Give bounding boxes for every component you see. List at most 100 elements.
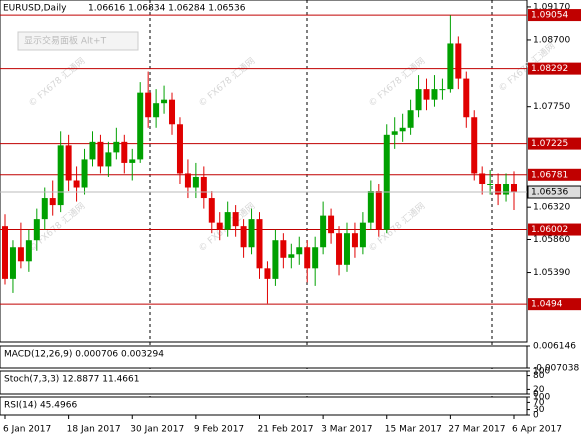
last-price-bg <box>527 185 581 199</box>
candle-body <box>399 127 406 132</box>
level-label: 1.06781 <box>531 170 568 180</box>
x-tick-label: 15 Mar 2017 <box>385 425 442 435</box>
main-panel <box>0 0 528 343</box>
level-label: 1.07225 <box>531 139 568 149</box>
candle-body <box>113 141 120 153</box>
candle-body <box>296 247 303 255</box>
y-tick-label: 1.05390 <box>533 268 570 278</box>
candle-body <box>176 124 183 174</box>
level-label: 1.08292 <box>531 64 568 74</box>
trade-panel-label: 显示交易面板 Alt+T <box>24 35 107 47</box>
candle-body <box>479 173 486 184</box>
x-tick-label: 27 Mar 2017 <box>448 425 505 435</box>
trade-panel-button[interactable] <box>17 31 139 51</box>
indicator-scale: 0 <box>533 390 539 400</box>
candle-body <box>169 99 176 125</box>
candle-body <box>153 103 160 118</box>
indicator-scale: 0.006146 <box>533 342 576 352</box>
candle-body <box>367 191 374 223</box>
ohlc-header: 1.06616 1.06834 1.06284 1.06536 <box>88 4 246 14</box>
level-label: 1.09054 <box>531 11 568 21</box>
level-label-bg <box>528 9 581 22</box>
y-tick-label: 1.09170 <box>533 2 570 12</box>
candle-body <box>383 134 390 230</box>
indicator-scale: 70 <box>533 398 545 408</box>
candle-body <box>41 198 48 220</box>
indicator-label: Stoch(7,3,3) 12.8877 11.4661 <box>4 375 139 385</box>
y-tick-label: 1.06320 <box>533 203 570 213</box>
candle-body <box>248 219 255 248</box>
candle-body <box>81 159 88 188</box>
candle-body <box>129 159 136 163</box>
candle-body <box>351 233 358 248</box>
candle-body <box>328 215 335 234</box>
candle-body <box>17 247 24 262</box>
macd-panel <box>0 345 528 369</box>
candle-body <box>343 233 350 265</box>
candle-body <box>73 180 80 188</box>
last-price-label: 1.06536 <box>531 188 568 198</box>
candle-body <box>145 92 152 118</box>
candle-body <box>407 110 414 128</box>
candle-body <box>487 184 494 185</box>
candle-body <box>89 141 96 160</box>
indicator-scale: 100 <box>533 393 550 403</box>
candle-body <box>137 92 144 160</box>
indicator-scale: 20 <box>533 385 545 395</box>
candle-body <box>280 240 287 258</box>
candle-body <box>503 184 510 195</box>
candle-body <box>391 131 398 135</box>
symbol-title: EURUSD,Daily <box>3 4 67 14</box>
candle-body <box>208 198 215 223</box>
candle-body <box>439 89 446 91</box>
y-tick-label: 1.07750 <box>533 102 570 112</box>
candle-body <box>216 222 223 230</box>
x-tick-label: 3 Mar 2017 <box>321 425 372 435</box>
candle-body <box>33 219 40 241</box>
x-tick-label: 9 Feb 2017 <box>194 425 244 435</box>
candle-body <box>9 247 16 279</box>
candle-body <box>511 184 517 192</box>
indicator-scale: -0.007038 <box>533 364 579 374</box>
candle-body <box>304 247 311 269</box>
level-label-bg <box>528 168 581 181</box>
x-tick-label: 18 Jan 2017 <box>67 425 121 435</box>
candle-body <box>224 212 231 230</box>
candle-body <box>423 89 430 100</box>
candle-body <box>431 89 438 100</box>
level-label-bg <box>528 223 581 236</box>
candle-body <box>49 198 56 206</box>
y-tick-label: 1.05860 <box>533 235 570 245</box>
candle-body <box>97 141 104 167</box>
x-tick-label: 21 Feb 2017 <box>258 425 314 435</box>
indicator-scale: 30 <box>533 405 545 415</box>
candle-body <box>2 226 8 279</box>
candle-body <box>272 240 279 279</box>
stoch-panel <box>0 370 528 395</box>
candle-body <box>256 219 263 269</box>
candle-body <box>192 176 199 188</box>
level-label: 1.06002 <box>531 225 568 235</box>
candle-body <box>184 173 191 188</box>
candle-body <box>471 117 478 174</box>
candle-body <box>320 215 327 248</box>
candle-body <box>264 268 271 279</box>
candle-body <box>336 233 343 265</box>
candle-body <box>447 43 454 90</box>
indicator-scale: 0 <box>533 411 539 421</box>
candle-body <box>232 212 239 227</box>
candle-body <box>375 191 382 230</box>
candle-body <box>105 152 112 167</box>
candle-body <box>463 78 470 118</box>
candle-body <box>240 226 247 248</box>
x-tick-label: 6 Jan 2017 <box>3 425 51 435</box>
level-label-bg <box>528 298 581 311</box>
candle-body <box>200 176 207 199</box>
rsi-panel <box>0 396 528 416</box>
indicator-label: MACD(12,26,9) 0.000706 0.003294 <box>4 350 164 360</box>
level-label-bg <box>528 62 581 75</box>
x-tick-label: 30 Jan 2017 <box>130 425 184 435</box>
candle-body <box>161 99 168 104</box>
candle-body <box>495 184 502 195</box>
